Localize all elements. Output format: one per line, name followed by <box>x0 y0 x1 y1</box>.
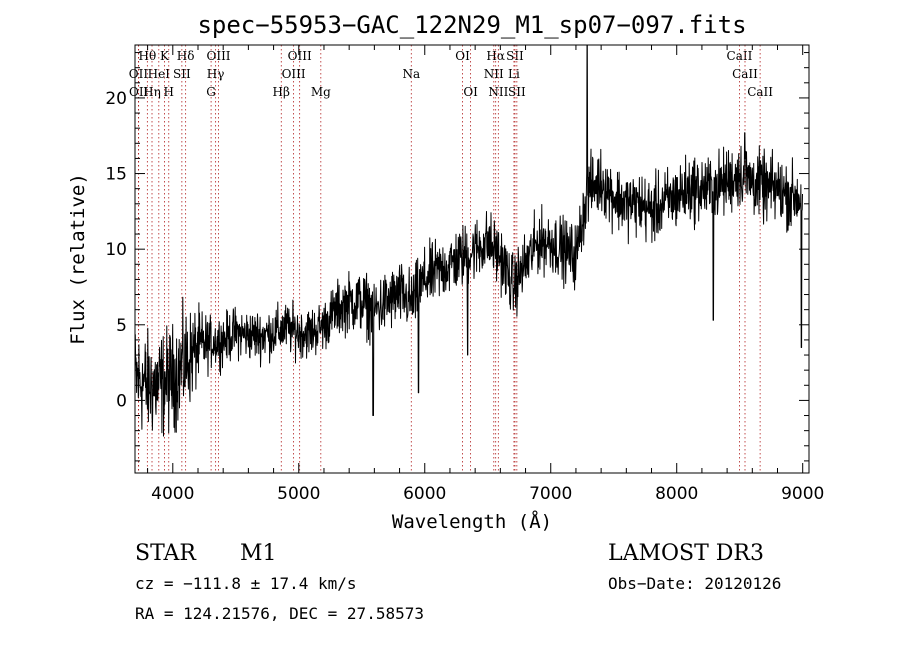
redshift-velocity: cz = −111.8 ± 17.4 km/s <box>135 574 357 593</box>
line-marker-label: G <box>206 85 216 99</box>
line-marker-label: Hα <box>486 49 505 63</box>
line-marker-label: Li <box>508 67 520 81</box>
ra-dec-coordinates: RA = 124.21576, DEC = 27.58573 <box>135 604 424 623</box>
x-tick-label: 5000 <box>277 484 320 504</box>
x-axis-label: Wavelength (Å) <box>392 510 552 533</box>
line-marker-label: NII <box>484 67 504 81</box>
line-marker-label: OIII <box>288 49 312 63</box>
line-marker-label: CaII <box>727 49 753 63</box>
line-marker-label: Hθ <box>138 49 156 63</box>
y-tick-label: 20 <box>105 89 127 109</box>
info-panel: STAR M1 LAMOST DR3 cz = −111.8 ± 17.4 km… <box>135 541 781 623</box>
y-tick-label: 15 <box>105 165 127 185</box>
line-marker-label: Hη <box>143 85 161 99</box>
observation-date: Obs−Date: 20120126 <box>608 574 781 593</box>
line-marker-label: CaII <box>747 85 773 99</box>
line-marker-label: CaII <box>732 67 758 81</box>
y-tick-label: 0 <box>116 391 127 411</box>
x-tick-label: 8000 <box>655 484 698 504</box>
line-marker-label: Hδ <box>177 49 195 63</box>
x-tick-label: 4000 <box>151 484 194 504</box>
x-tick-label: 6000 <box>403 484 446 504</box>
x-tick-label: 9000 <box>781 484 824 504</box>
line-marker-label: Hγ <box>207 67 225 81</box>
line-marker-label: OIII <box>206 49 230 63</box>
line-marker-label: Mg <box>311 85 331 99</box>
line-marker-label: H <box>164 85 174 99</box>
survey-name: LAMOST DR3 <box>608 541 764 566</box>
plot-frame <box>134 44 810 474</box>
chart-title: spec−55953−GAC_122N29_M1_sp07−097.fits <box>197 11 746 39</box>
line-marker-label: SII <box>173 67 191 81</box>
line-marker-label: HeI <box>148 67 171 81</box>
line-marker-label: NII <box>488 85 508 99</box>
line-marker-label: Na <box>402 67 420 81</box>
line-marker-label: K <box>160 49 170 63</box>
object-subclass: M1 <box>240 541 277 566</box>
plot-area: 4000 5000 6000 7000 8000 9000 0 5 10 15 20 <box>105 44 824 504</box>
line-marker-label: OI <box>455 49 470 63</box>
y-tick-label: 5 <box>116 316 127 336</box>
line-marker-label: SII <box>508 85 526 99</box>
line-marker-label: Hβ <box>273 85 290 99</box>
y-axis-label: Flux (relative) <box>67 173 89 345</box>
line-marker-label: OII <box>129 85 149 99</box>
x-tick-label: 7000 <box>529 484 572 504</box>
object-type: STAR <box>135 541 197 566</box>
line-marker-label: OIII <box>282 67 306 81</box>
axis-ticks: 4000 5000 6000 7000 8000 9000 0 5 10 15 20 <box>105 45 824 504</box>
y-tick-label: 10 <box>105 240 127 260</box>
flux-series-line <box>134 44 803 437</box>
line-marker-label: OI <box>463 85 478 99</box>
line-marker-label: SII <box>506 49 524 63</box>
